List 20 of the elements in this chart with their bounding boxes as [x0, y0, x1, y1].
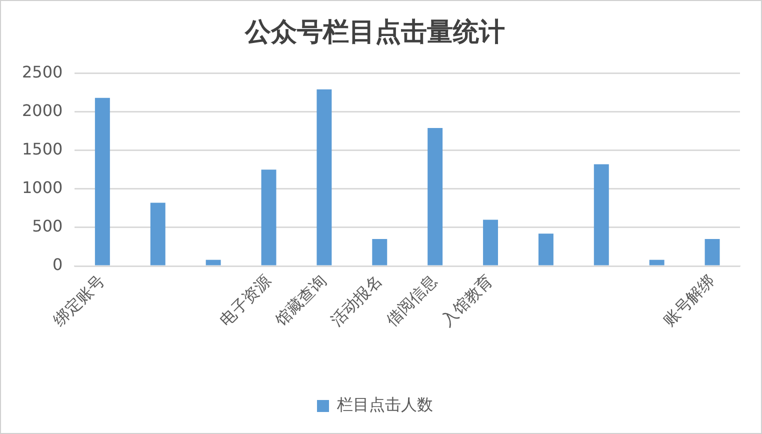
bar [704, 239, 720, 266]
y-tick-label: 2000 [22, 100, 63, 120]
chart-title: 公众号栏目点击量统计 [244, 17, 505, 48]
bar [150, 202, 166, 266]
bar [94, 98, 110, 266]
bar [372, 239, 388, 266]
y-tick-label: 2500 [22, 62, 63, 82]
y-tick-label: 1500 [22, 139, 63, 158]
y-tick-label: 500 [32, 216, 63, 236]
bar [206, 260, 221, 266]
bar [261, 170, 276, 266]
bar [483, 220, 498, 266]
bar [316, 89, 332, 266]
bar [594, 164, 609, 266]
bar [538, 234, 554, 266]
y-tick-label: 1000 [22, 178, 63, 198]
bar [649, 260, 664, 266]
legend-label: 栏目点击人数 [336, 395, 433, 414]
bar [428, 128, 443, 266]
x-tick-label: 账号解绑 [659, 271, 718, 330]
